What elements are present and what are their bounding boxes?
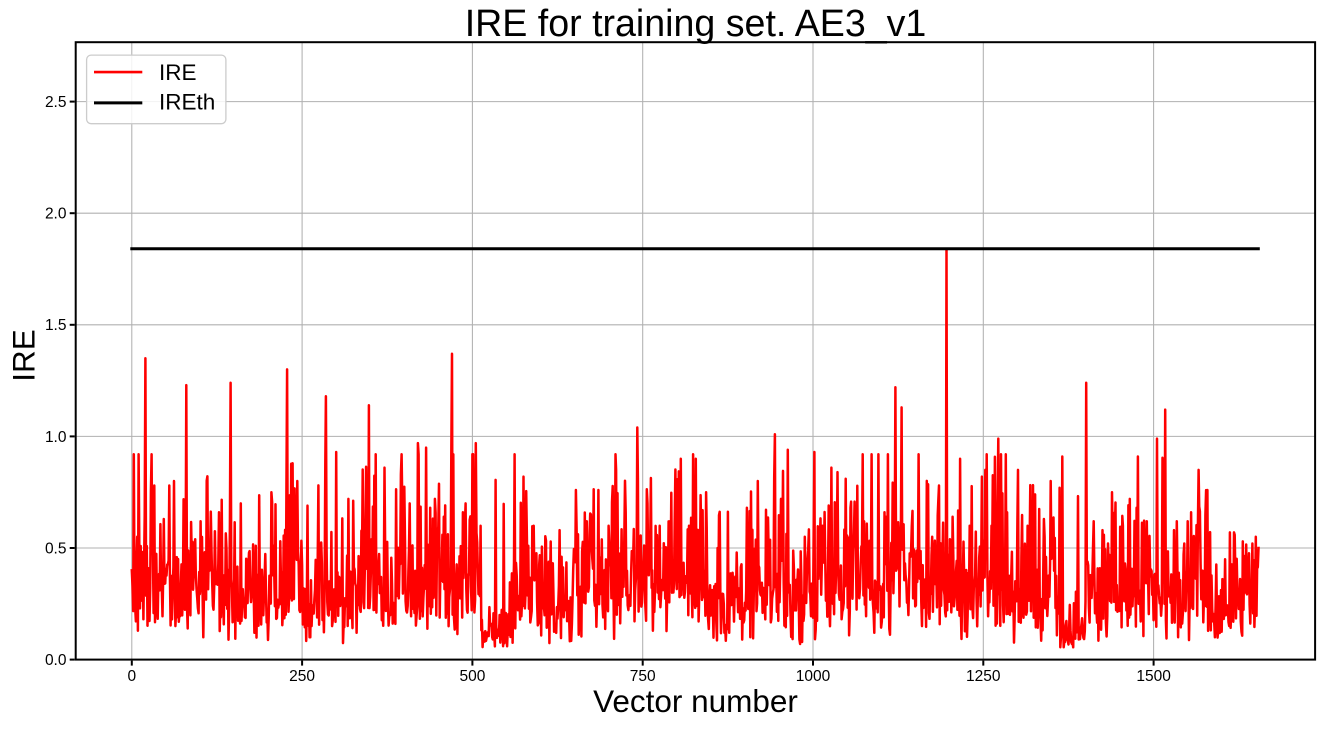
svg-text:0: 0 [127, 668, 136, 685]
svg-text:1500: 1500 [1136, 668, 1171, 685]
svg-text:1.0: 1.0 [45, 429, 67, 446]
svg-text:Vector number: Vector number [593, 683, 798, 719]
svg-text:1.5: 1.5 [45, 317, 67, 334]
svg-text:2.0: 2.0 [45, 206, 67, 223]
svg-text:1250: 1250 [966, 668, 1001, 685]
svg-text:IREth: IREth [159, 90, 215, 115]
svg-text:250: 250 [289, 668, 315, 685]
svg-text:IRE: IRE [6, 329, 42, 382]
svg-text:1000: 1000 [796, 668, 831, 685]
svg-text:0.0: 0.0 [45, 652, 67, 669]
svg-text:500: 500 [459, 668, 485, 685]
svg-text:0.5: 0.5 [45, 540, 67, 557]
svg-text:IRE for training set. AE3_v1: IRE for training set. AE3_v1 [465, 2, 927, 44]
svg-text:2.5: 2.5 [45, 94, 67, 111]
svg-text:IRE: IRE [159, 60, 197, 85]
svg-text:750: 750 [630, 668, 656, 685]
